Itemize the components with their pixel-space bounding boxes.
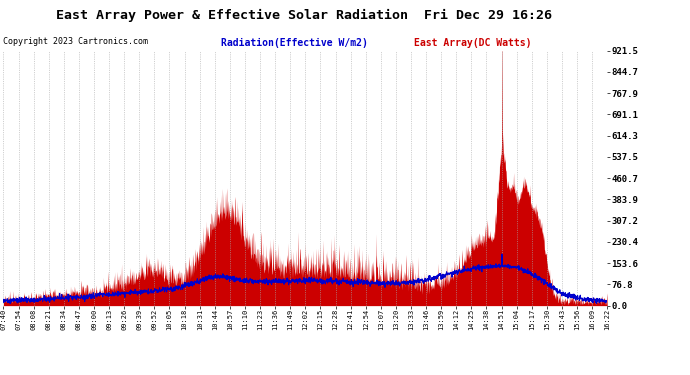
Text: Radiation(Effective W/m2): Radiation(Effective W/m2) xyxy=(221,38,368,48)
Text: East Array(DC Watts): East Array(DC Watts) xyxy=(414,38,531,48)
Text: Copyright 2023 Cartronics.com: Copyright 2023 Cartronics.com xyxy=(3,38,148,46)
Text: East Array Power & Effective Solar Radiation  Fri Dec 29 16:26: East Array Power & Effective Solar Radia… xyxy=(56,9,551,22)
